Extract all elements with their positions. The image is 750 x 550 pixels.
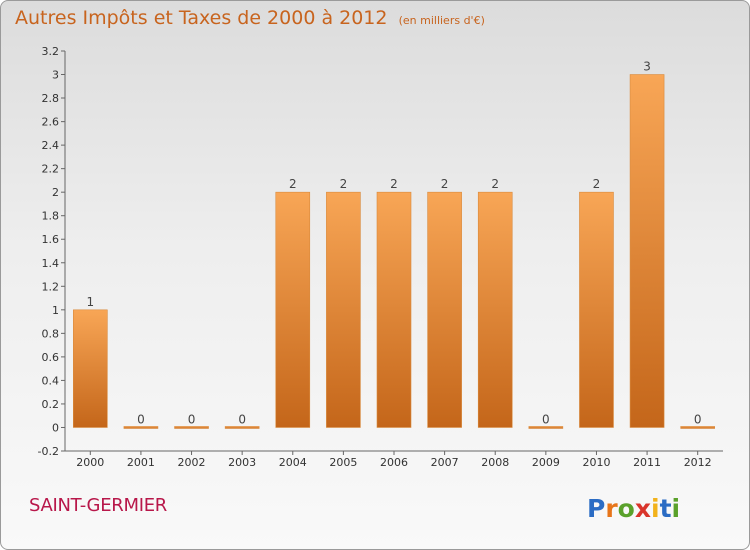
bar <box>224 426 260 429</box>
svg-text:Proxiti: Proxiti <box>587 494 680 523</box>
y-tick-label: 1.6 <box>42 233 60 246</box>
bar <box>123 426 159 429</box>
x-tick-label: 2006 <box>380 456 408 469</box>
y-tick-label: 1.4 <box>42 257 60 270</box>
proxiti-logo-mark: Proxiti <box>587 494 680 523</box>
x-tick-label: 2007 <box>431 456 459 469</box>
y-tick-label: 1.2 <box>42 280 60 293</box>
y-tick-label: 3 <box>52 69 59 82</box>
logo-letter: i <box>672 494 681 523</box>
chart-header: Autres Impôts et Taxes de 2000 à 2012 (e… <box>15 7 485 29</box>
x-tick-label: 2012 <box>684 456 712 469</box>
chart-bars <box>73 74 715 429</box>
chart-subtitle: (en milliers d'€) <box>398 14 485 27</box>
y-tick-label: 0 <box>52 421 59 434</box>
data-label: 2 <box>593 177 601 191</box>
data-label: 1 <box>86 295 94 309</box>
bar <box>174 426 209 429</box>
y-tick-label: 2.4 <box>42 139 60 152</box>
data-label: 2 <box>441 177 449 191</box>
x-tick-label: 2011 <box>633 456 661 469</box>
data-label: 2 <box>289 177 297 191</box>
y-tick-label: 0.6 <box>42 351 60 364</box>
data-label: 2 <box>340 177 348 191</box>
chart-axes: -0.2 0 0.2 0.4 0.6 0.8 1 1.2 1.4 1.6 1.8 2 2.2 2.4 2.6… <box>38 45 723 469</box>
data-label: 0 <box>137 412 145 426</box>
bar <box>528 426 564 429</box>
bar <box>275 191 311 428</box>
y-tick-label: 2 <box>52 186 59 199</box>
y-tick-label: 1.8 <box>42 210 60 223</box>
bar <box>477 191 513 428</box>
x-tick-label: 2002 <box>178 456 206 469</box>
bar <box>680 426 715 429</box>
y-tick-label: 0.8 <box>42 327 60 340</box>
x-tick-label: 2001 <box>127 456 155 469</box>
data-label: 0 <box>694 412 702 426</box>
y-tick-label: 0.2 <box>42 398 60 411</box>
y-tick-label: -0.2 <box>38 445 59 458</box>
logo-letter: P <box>587 494 605 523</box>
x-tick-label: 2004 <box>279 456 307 469</box>
bar <box>427 191 462 428</box>
chart-data-labels: 1 0 0 0 2 2 2 2 2 0 2 3 0 <box>86 60 701 427</box>
bar <box>73 309 108 428</box>
y-tick-label: 2.2 <box>42 163 60 176</box>
data-label: 0 <box>238 412 246 426</box>
logo-letter: x <box>635 494 651 523</box>
x-tick-label: 2000 <box>76 456 104 469</box>
bar <box>376 191 412 428</box>
x-tick-label: 2005 <box>329 456 357 469</box>
x-tick-label: 2003 <box>228 456 256 469</box>
x-tick-label: 2008 <box>481 456 509 469</box>
logo-letter: o <box>618 494 635 523</box>
bar <box>629 74 665 428</box>
x-tick-label: 2010 <box>582 456 610 469</box>
data-label: 0 <box>542 412 550 426</box>
data-label: 2 <box>390 177 398 191</box>
y-tick-label: 3.2 <box>42 45 60 58</box>
data-label: 2 <box>491 177 499 191</box>
commune-name: SAINT-GERMIER <box>29 495 167 516</box>
data-label: 0 <box>188 412 196 426</box>
x-tick-label: 2009 <box>532 456 560 469</box>
bar <box>326 191 361 428</box>
data-label: 3 <box>643 60 651 74</box>
logo-letter: r <box>605 494 618 523</box>
y-tick-label: 1 <box>52 304 59 317</box>
bar <box>579 191 614 428</box>
proxiti-logo[interactable]: Proxiti <box>587 489 697 533</box>
y-tick-label: 2.8 <box>42 92 60 105</box>
logo-letter: t <box>660 494 672 523</box>
y-tick-label: 0.4 <box>42 374 60 387</box>
chart-title: Autres Impôts et Taxes de 2000 à 2012 <box>15 7 388 29</box>
logo-letter: i <box>651 494 660 523</box>
y-tick-label: 2.6 <box>42 116 60 129</box>
